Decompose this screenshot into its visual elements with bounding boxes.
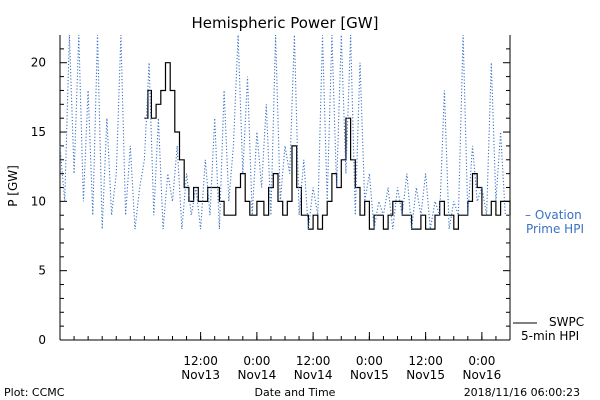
x-tick-label-date: Nov14 bbox=[294, 368, 333, 382]
footer-plot-credit: Plot: CCMC bbox=[4, 386, 65, 399]
x-tick-label-time: 12:00 bbox=[183, 354, 218, 368]
legend-ovation-line1: – Ovation bbox=[525, 208, 582, 222]
y-tick-label: 15 bbox=[31, 125, 46, 139]
x-tick-label-date: Nov15 bbox=[350, 368, 389, 382]
legend-ovation-line2: Prime HPI bbox=[526, 222, 584, 236]
x-tick-label-time: 0:00 bbox=[468, 354, 495, 368]
y-tick-label: 0 bbox=[38, 333, 46, 347]
y-tick-label: 10 bbox=[31, 194, 46, 208]
y-axis-label: P [GW] bbox=[6, 165, 20, 207]
x-tick-label-time: 0:00 bbox=[356, 354, 383, 368]
series-ovation-line bbox=[59, 34, 510, 230]
plot-area: 0510152012:00Nov130:00Nov1412:00Nov140:0… bbox=[31, 34, 511, 382]
x-tick-label-time: 12:00 bbox=[296, 354, 331, 368]
x-tick-label-date: Nov14 bbox=[238, 368, 277, 382]
x-tick-label-time: 0:00 bbox=[243, 354, 270, 368]
x-tick-label-date: Nov15 bbox=[406, 368, 445, 382]
chart-title: Hemispheric Power [GW] bbox=[192, 14, 379, 32]
x-tick-label-date: Nov13 bbox=[181, 368, 220, 382]
legend-swpc-line1: SWPC bbox=[549, 315, 584, 329]
footer-axis-title: Date and Time bbox=[255, 386, 336, 399]
footer-timestamp: 2018/11/16 06:00:23 bbox=[464, 386, 580, 399]
series-swpc-line bbox=[144, 62, 511, 230]
x-tick-label-date: Nov16 bbox=[463, 368, 502, 382]
legend: – Ovation Prime HPI SWPC 5-min HPI bbox=[513, 208, 584, 343]
y-tick-label: 5 bbox=[38, 264, 46, 278]
legend-swpc-line2: 5-min HPI bbox=[521, 329, 579, 343]
y-tick-label: 20 bbox=[31, 56, 46, 70]
x-tick-label-time: 12:00 bbox=[408, 354, 443, 368]
